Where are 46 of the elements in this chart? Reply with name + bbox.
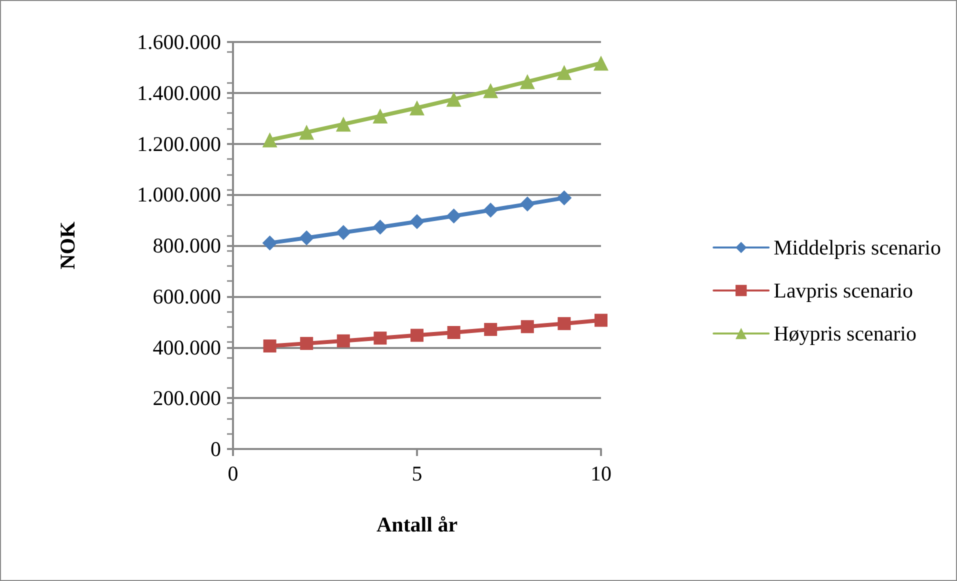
y-tick-label: 400.000 bbox=[152, 335, 221, 360]
point bbox=[556, 65, 572, 80]
point bbox=[410, 100, 424, 116]
point bbox=[263, 339, 276, 352]
x-tick-label: 0 bbox=[228, 462, 238, 486]
legend-label: Høypris scenario bbox=[774, 322, 917, 346]
point bbox=[520, 196, 535, 212]
y-tick-label: 1.600.000 bbox=[137, 30, 221, 54]
x-tick-label: 10 bbox=[590, 462, 612, 486]
point bbox=[446, 92, 462, 107]
point bbox=[484, 322, 498, 336]
point bbox=[374, 332, 387, 345]
y-tick-label: 1.200.000 bbox=[137, 132, 221, 156]
point bbox=[410, 214, 424, 230]
point bbox=[447, 326, 460, 339]
point bbox=[299, 230, 314, 246]
point bbox=[483, 202, 498, 218]
point bbox=[558, 317, 571, 330]
legend-label: Middelpris scenario bbox=[774, 236, 941, 260]
point bbox=[446, 208, 462, 224]
point bbox=[372, 108, 388, 124]
y-tick-label: 1.000.000 bbox=[137, 182, 221, 207]
point bbox=[520, 74, 535, 90]
point bbox=[336, 225, 351, 240]
y-tick-label: 200.000 bbox=[152, 386, 221, 410]
point bbox=[372, 220, 388, 235]
x-axis-title: Antall år bbox=[376, 512, 458, 536]
point bbox=[483, 83, 498, 98]
point bbox=[262, 132, 278, 148]
point bbox=[594, 314, 608, 327]
point bbox=[520, 320, 534, 334]
point bbox=[594, 56, 608, 71]
point bbox=[410, 328, 424, 342]
y-tick-label: 1.400.000 bbox=[137, 80, 221, 105]
y-axis-title: NOK bbox=[56, 220, 80, 270]
x-tick-label: 5 bbox=[412, 462, 422, 486]
point bbox=[556, 190, 572, 206]
y-tick-label: 0 bbox=[210, 437, 221, 461]
point bbox=[336, 334, 350, 348]
point bbox=[336, 116, 351, 132]
point bbox=[262, 235, 278, 250]
legend-label: Lavpris scenario bbox=[774, 278, 913, 302]
y-tick-label: 800.000 bbox=[152, 234, 221, 258]
point bbox=[300, 336, 314, 350]
y-tick-label: 600.000 bbox=[152, 284, 221, 308]
point bbox=[299, 124, 314, 140]
